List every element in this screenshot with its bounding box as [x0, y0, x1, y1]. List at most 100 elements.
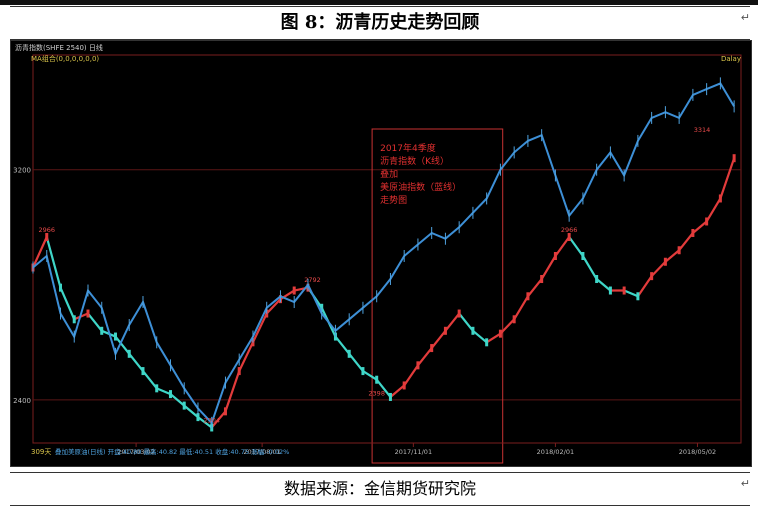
figure-title-bar: 图 8：沥青历史走势回顾 ↵ — [10, 6, 750, 40]
candle — [86, 309, 90, 318]
candle — [141, 367, 145, 376]
k-segment — [664, 249, 681, 263]
k-segment — [595, 277, 612, 292]
k-segment — [471, 329, 488, 344]
candle — [361, 367, 365, 376]
k-segment — [403, 364, 420, 387]
point-label: 2792 — [304, 276, 321, 284]
annotation-line: 美原油指数（蓝线） — [380, 181, 461, 193]
chart-series — [31, 77, 736, 432]
chart-grid — [32, 54, 742, 444]
candle — [526, 292, 530, 301]
paragraph-mark-icon: ↵ — [740, 477, 750, 490]
series-1 — [32, 77, 735, 429]
y-tick-label: 3200 — [13, 167, 31, 175]
candle — [347, 349, 351, 358]
source-bar: 数据来源：金信期货研究院 ↵ — [10, 472, 750, 506]
crude-line — [32, 82, 735, 425]
candle — [223, 407, 227, 416]
legend-right: Dalay — [721, 55, 741, 63]
k-segment — [196, 416, 213, 429]
candle — [168, 390, 172, 399]
annotation-line: 走势图 — [380, 194, 407, 206]
candle — [705, 217, 709, 226]
figure-title: 图 8：沥青历史走势回顾 — [280, 12, 480, 33]
k-segment — [210, 410, 227, 429]
annotation-line: 叠加 — [380, 169, 398, 180]
annotation-line: 2017年4季度 — [380, 142, 436, 154]
k-segment — [183, 404, 200, 419]
bottom-info: 叠加美原油(日线) 开盘:40.80 最高:40.82 最低:40.51 收盘:… — [55, 447, 289, 456]
k-segment — [458, 312, 475, 332]
candle — [471, 326, 475, 335]
k-segment — [526, 277, 543, 298]
k-segment — [636, 275, 653, 298]
candle — [388, 392, 392, 401]
candle — [457, 309, 461, 318]
candle — [595, 275, 599, 284]
candle — [72, 315, 76, 324]
highlight-box — [371, 128, 504, 464]
k-segment — [114, 335, 131, 355]
k-segment — [59, 286, 76, 321]
k-segment — [623, 289, 639, 298]
k-segment — [334, 335, 351, 355]
candle — [100, 326, 104, 335]
top-rule — [0, 0, 758, 5]
x-tick-label: 2018/02/01 — [537, 448, 574, 456]
k-segment — [86, 312, 103, 332]
point-label: 2398 — [368, 389, 385, 397]
k-segment — [128, 352, 145, 373]
chart-axes: 2400 3200 2017/03/02 2017/08/01 2017/11/01 20… — [13, 167, 741, 456]
k-segment — [513, 295, 530, 321]
chart-point-labels: 2966 2792 2304 2398 2966 3314 — [38, 126, 710, 425]
price-chart: 2966 2792 2304 2398 2966 3314 2400 3200 2017/03… — [13, 43, 742, 464]
k-segment — [251, 312, 268, 344]
k-segment — [705, 197, 722, 223]
chart-panel: 2966 2792 2304 2398 2966 3314 2400 3200 2017/03… — [10, 40, 752, 467]
k-segment — [31, 235, 48, 269]
k-segment — [141, 369, 158, 390]
candle — [677, 246, 681, 255]
candle — [540, 275, 544, 284]
k-segment — [581, 254, 598, 281]
k-segment — [540, 254, 557, 281]
x-tick-label: 2017/11/01 — [395, 448, 432, 456]
candle — [622, 286, 626, 295]
paragraph-mark-icon: ↵ — [740, 11, 750, 24]
candle — [553, 252, 557, 260]
candle — [58, 283, 62, 292]
candle — [718, 194, 722, 203]
k-segment — [45, 235, 62, 289]
k-segment — [678, 231, 694, 252]
k-segment — [430, 329, 447, 350]
x-tick-label: 2018/05/02 — [679, 448, 716, 456]
x-tick-label: 2017/08/01 — [243, 448, 280, 456]
candle — [155, 384, 159, 393]
k-segment — [719, 157, 736, 200]
point-label: 2966 — [38, 226, 55, 234]
candle — [443, 326, 447, 335]
k-segment — [444, 312, 461, 332]
candle — [237, 367, 241, 376]
candle — [196, 413, 200, 422]
k-segment — [389, 384, 406, 399]
figure-source: 数据来源：金信期货研究院 — [283, 479, 476, 498]
k-segment — [485, 332, 502, 344]
candle — [581, 252, 585, 260]
ma-label: MA组合(0,0,0,0,0,0) — [31, 54, 99, 63]
k-segment — [238, 341, 255, 373]
annotation-line: 沥青指数（K线） — [380, 155, 449, 167]
k-segment — [554, 235, 571, 258]
point-label: 2304 — [203, 416, 220, 424]
candle — [608, 286, 612, 295]
candle — [416, 361, 420, 370]
candle — [498, 329, 502, 338]
candle — [567, 233, 571, 242]
k-segment — [375, 378, 392, 399]
k-segment — [499, 318, 516, 335]
y-tick-label: 2400 — [13, 397, 31, 405]
plot-frame — [32, 54, 742, 444]
candle — [636, 292, 640, 301]
candle — [430, 344, 434, 353]
